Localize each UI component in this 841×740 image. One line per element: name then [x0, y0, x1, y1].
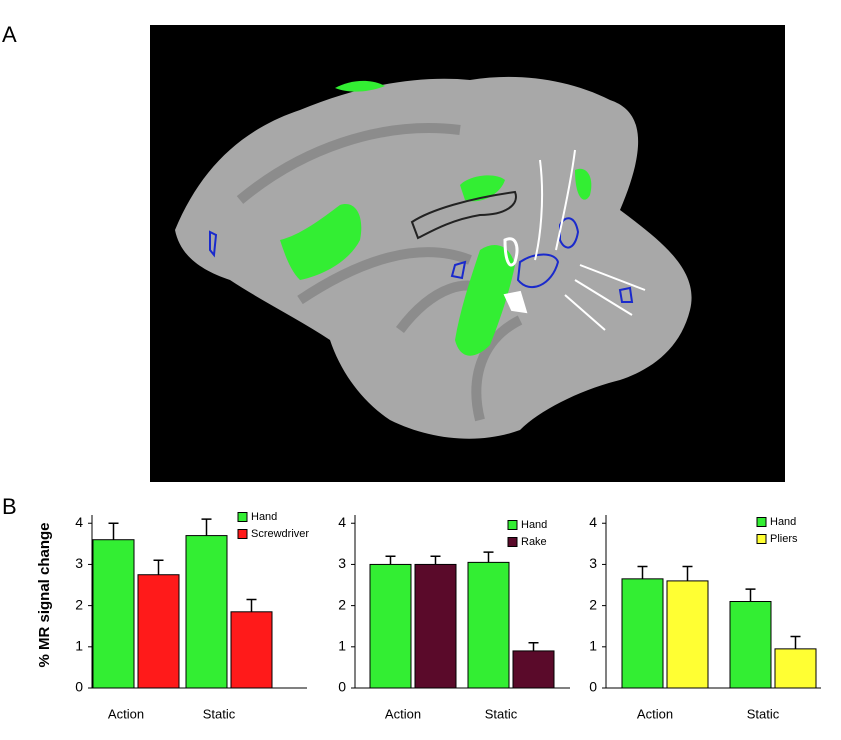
y-tick-label: 4: [75, 514, 83, 530]
error-bar: [385, 555, 396, 565]
y-tick-label: 0: [589, 679, 597, 695]
bar: [729, 601, 772, 689]
x-tick-label: Action: [637, 706, 673, 721]
error-bar: [430, 555, 441, 565]
legend-swatch: [507, 537, 518, 547]
x-tick-label: Static: [485, 706, 518, 721]
y-tick-label: 2: [338, 596, 346, 612]
y-tick-label: 0: [338, 679, 346, 695]
x-tick-label: Action: [108, 706, 144, 721]
sulcus-shading: [236, 123, 523, 422]
activation-patches: [280, 80, 592, 356]
bar: [92, 539, 135, 689]
error-bar: [528, 641, 539, 651]
brain-surface: [175, 76, 692, 439]
y-tick-label: 4: [589, 514, 597, 530]
legend-label: Rake: [521, 536, 547, 548]
bar: [369, 563, 412, 689]
legend-swatch: [507, 520, 518, 530]
y-tick-label: 2: [75, 596, 83, 612]
legend-swatch: [756, 517, 767, 527]
x-tick-label: Action: [385, 706, 421, 721]
y-tick-label: 3: [338, 555, 346, 571]
error-bar: [108, 522, 119, 540]
y-tick-label: 3: [75, 555, 83, 571]
bar: [414, 563, 457, 689]
bar: [621, 578, 664, 689]
y-tick-label: 1: [589, 638, 597, 654]
legend-label: Pliers: [770, 533, 798, 545]
x-tick-label: Static: [747, 706, 780, 721]
panel-label: B: [2, 494, 17, 519]
legend-label: Screwdriver: [251, 528, 309, 540]
error-bar: [483, 551, 494, 563]
error-bar: [790, 635, 801, 649]
y-tick-label: 4: [338, 514, 346, 530]
legend-label: Hand: [770, 516, 796, 528]
x-tick-label: Static: [203, 706, 236, 721]
y-axis-label: % MR signal change: [36, 522, 53, 667]
error-bar: [637, 565, 648, 579]
error-bar: [153, 559, 164, 575]
error-bar: [682, 565, 693, 581]
error-bar: [246, 598, 257, 612]
legend-label: Hand: [251, 511, 277, 523]
bar: [137, 574, 180, 689]
legend-swatch: [237, 529, 248, 539]
bar: [774, 648, 817, 689]
y-tick-label: 1: [338, 638, 346, 654]
y-tick-label: 3: [589, 555, 597, 571]
brain-image: [150, 25, 785, 482]
panel-label: A: [2, 22, 17, 47]
bar: [230, 611, 273, 689]
legend-swatch: [237, 512, 248, 522]
y-tick-label: 2: [589, 596, 597, 612]
bar: [185, 535, 228, 689]
y-tick-label: 1: [75, 638, 83, 654]
error-bar: [201, 518, 212, 536]
bar: [467, 561, 510, 689]
bar: [512, 650, 555, 689]
legend-label: Hand: [521, 519, 547, 531]
region-outlines: [209, 149, 646, 331]
bar: [666, 580, 709, 689]
y-tick-label: 0: [75, 679, 83, 695]
legend-swatch: [756, 534, 767, 544]
error-bar: [745, 588, 756, 602]
